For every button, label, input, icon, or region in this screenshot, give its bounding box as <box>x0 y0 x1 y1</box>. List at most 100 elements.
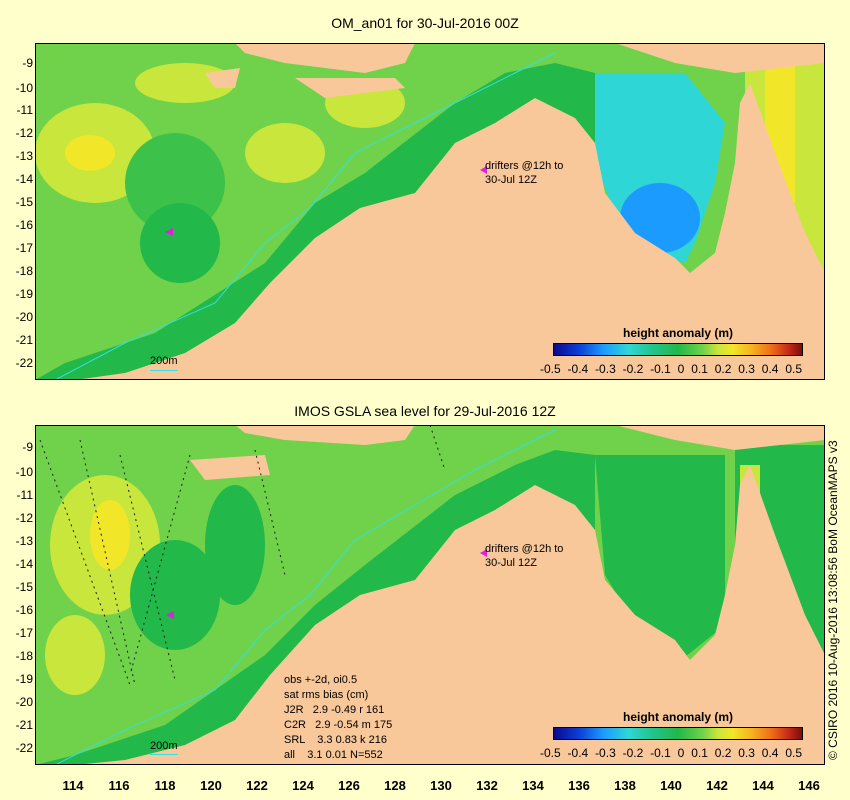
anomaly-patch <box>65 135 115 171</box>
stats-line: obs +-2d, oi0.5 <box>284 674 358 686</box>
x-tick: 114 <box>62 778 84 793</box>
anomaly-patch <box>125 133 225 233</box>
top-drifters-label: drifters @12h to 30-Jul 12Z <box>485 159 563 187</box>
satellite-track <box>429 425 446 471</box>
stats-line: SRL 3.3 0.83 k 216 <box>284 734 387 746</box>
bottom-colorbar-title: height anomaly (m) <box>622 710 733 724</box>
x-tick: 134 <box>522 778 544 793</box>
satellite-track <box>39 439 131 686</box>
top-ytick: -19 <box>15 287 33 301</box>
top-ytick: -22 <box>15 356 33 370</box>
anomaly-patch <box>130 540 220 650</box>
bottom-ytick: -21 <box>15 718 33 732</box>
top-map-title: OM_an01 for 30-Jul-2016 00Z <box>331 15 519 31</box>
island-java-timor <box>235 425 415 445</box>
top-ytick: -9 <box>22 56 33 70</box>
bottom-map[interactable] <box>35 425 825 765</box>
colorbar-tick: -0.3 <box>595 746 616 760</box>
drifter-marker <box>480 549 487 557</box>
colorbar-tick: 0.4 <box>761 362 779 376</box>
new-guinea-land <box>615 43 825 73</box>
x-tick: 116 <box>108 778 130 793</box>
drifter-marker <box>165 228 173 236</box>
island-java-timor <box>235 43 415 73</box>
bottom-colorbar-ticks: -0.5 -0.4 -0.3 -0.2 -0.1 0 0.1 0.2 0.3 0… <box>540 746 802 760</box>
australia-land <box>75 83 825 380</box>
colorbar-tick: -0.5 <box>540 362 561 376</box>
colorbar-tick: 0 <box>677 362 685 376</box>
x-tick: 118 <box>154 778 176 793</box>
top-drifters-label-line1: drifters @12h to <box>485 160 564 172</box>
x-tick: 136 <box>568 778 590 793</box>
colorbar-tick: 0.3 <box>738 746 755 760</box>
x-tick: 142 <box>706 778 728 793</box>
stats-line: sat rms bias (cm) <box>284 689 369 701</box>
bottom-ytick: -16 <box>15 603 33 617</box>
anomaly-patch <box>245 123 325 183</box>
anomaly-patch <box>140 203 220 283</box>
colorbar-tick: -0.4 <box>567 362 589 376</box>
top-ytick: -13 <box>15 149 33 163</box>
top-colorbar <box>553 343 803 356</box>
top-colorbar-title: height anomaly (m) <box>622 326 733 340</box>
colorbar-tick: 0 <box>677 746 685 760</box>
drifter-marker <box>166 611 174 619</box>
island-timor <box>295 78 405 98</box>
bottom-drifters-label-line2: 30-Jul 12Z <box>485 557 537 569</box>
bottom-ytick: -13 <box>15 534 33 548</box>
top-depth-line <box>150 370 178 371</box>
satellite-tracks <box>39 425 446 686</box>
satellite-track <box>129 454 191 676</box>
stats-line: all 3.1 0.01 N=552 <box>284 749 383 761</box>
satellite-track <box>119 454 176 681</box>
colorbar-tick: -0.2 <box>622 362 644 376</box>
colorbar-tick: 0.1 <box>691 746 708 760</box>
bottom-ytick: -17 <box>15 626 33 640</box>
colorbar-tick: 0.3 <box>738 362 755 376</box>
x-tick: 122 <box>246 778 268 793</box>
colorbar-tick: 0.5 <box>785 746 802 760</box>
bottom-drifters-label-line1: drifters @12h to <box>485 543 564 555</box>
colorbar-tick: -0.1 <box>650 746 671 760</box>
top-ytick: -20 <box>15 310 33 324</box>
new-guinea-land <box>615 425 825 450</box>
contour-200m <box>54 429 556 765</box>
top-ytick: -15 <box>15 195 33 209</box>
gulf-anomaly-low <box>620 183 700 253</box>
bottom-ytick: -20 <box>15 695 33 709</box>
anomaly-patch <box>205 485 265 605</box>
bottom-ytick: -12 <box>15 511 33 525</box>
stats-line: C2R 2.9 -0.54 m 175 <box>284 719 393 731</box>
australia-land <box>75 465 825 765</box>
x-tick: 140 <box>660 778 682 793</box>
top-ytick: -17 <box>15 241 33 255</box>
bottom-map-title: IMOS GSLA sea level for 29-Jul-2016 12Z <box>294 403 556 419</box>
x-tick: 138 <box>614 778 636 793</box>
top-ytick: -14 <box>15 172 33 186</box>
x-tick: 120 <box>200 778 222 793</box>
bottom-ytick: -9 <box>22 440 33 454</box>
x-tick: 124 <box>292 778 314 793</box>
bottom-ytick: -18 <box>15 649 33 663</box>
credit-text: © CSIRO 2016 10-Aug-2016 13:08:56 BoM Oc… <box>826 440 840 760</box>
top-ytick: -12 <box>15 126 33 140</box>
top-map[interactable] <box>35 43 825 380</box>
bottom-colorbar <box>553 727 803 740</box>
x-tick: 128 <box>384 778 406 793</box>
top-ytick: -16 <box>15 218 33 232</box>
drifter-marker <box>480 166 487 174</box>
bottom-ytick: -10 <box>15 465 33 479</box>
bottom-ytick: -19 <box>15 672 33 686</box>
x-tick: 146 <box>798 778 820 793</box>
anomaly-patch <box>45 615 105 695</box>
contour-200m <box>54 52 556 380</box>
bottom-map-canvas <box>35 425 825 765</box>
bottom-depth-line <box>150 754 178 755</box>
colorbar-tick: -0.2 <box>622 746 644 760</box>
bottom-ytick: -22 <box>15 741 33 755</box>
colorbar-tick: 0.1 <box>691 362 708 376</box>
x-tick: 132 <box>476 778 498 793</box>
top-ytick: -18 <box>15 264 33 278</box>
colorbar-tick: 0.2 <box>714 362 732 376</box>
bottom-ytick: -14 <box>15 557 33 571</box>
